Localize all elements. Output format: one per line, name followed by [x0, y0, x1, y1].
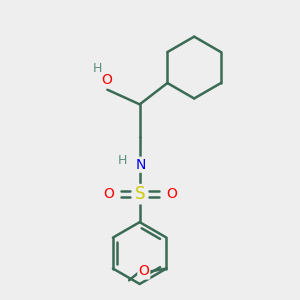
Text: H: H — [117, 154, 127, 167]
Text: O: O — [166, 187, 177, 201]
Text: N: N — [136, 158, 146, 172]
Text: O: O — [101, 73, 112, 87]
Text: O: O — [103, 187, 114, 201]
Text: O: O — [138, 265, 149, 278]
Text: H: H — [92, 62, 102, 75]
Text: S: S — [134, 185, 145, 203]
